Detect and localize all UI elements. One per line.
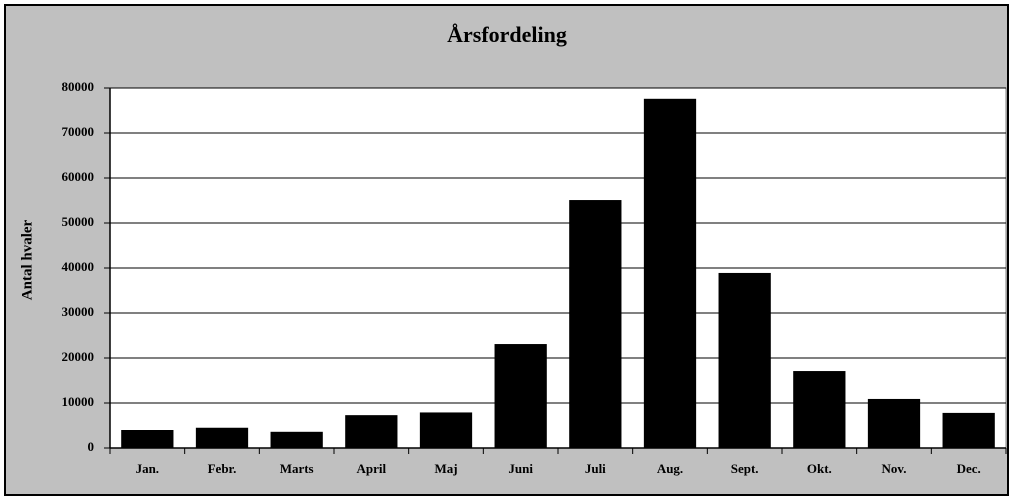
x-tick-label: Juli [585, 461, 606, 476]
chart-title: Årsfordeling [447, 22, 567, 47]
bar [867, 398, 921, 448]
y-tick-label: 10000 [62, 394, 95, 409]
bar [569, 200, 622, 448]
x-tick-label: Nov. [882, 461, 907, 476]
y-tick-label: 70000 [62, 124, 95, 139]
x-tick-label: Aug. [657, 461, 683, 476]
bar [195, 427, 249, 448]
x-tick-label: Dec. [957, 461, 981, 476]
bar [121, 430, 174, 448]
x-tick-label: Sept. [731, 461, 759, 476]
y-axis-label: Antal hvaler [19, 219, 35, 300]
y-tick-label: 0 [88, 439, 95, 454]
bar [643, 98, 697, 449]
bar [270, 431, 323, 448]
y-tick-label: 20000 [62, 349, 95, 364]
x-tick-label: Okt. [807, 461, 832, 476]
bar [718, 272, 771, 448]
bar [942, 412, 995, 448]
y-tick-label: 40000 [62, 259, 95, 274]
bar [419, 412, 473, 448]
x-tick-label: Juni [508, 461, 533, 476]
y-tick-label: 30000 [62, 304, 95, 319]
bar [494, 344, 547, 448]
x-tick-label: Marts [280, 461, 314, 476]
x-tick-label: Jan. [136, 461, 159, 476]
y-tick-label: 50000 [62, 214, 95, 229]
y-tick-label: 60000 [62, 169, 95, 184]
bar [793, 371, 846, 448]
bar [345, 415, 398, 448]
x-tick-label: Maj [434, 461, 457, 476]
x-tick-label: April [357, 461, 387, 476]
y-tick-label: 80000 [62, 79, 95, 94]
x-tick-label: Febr. [208, 461, 237, 476]
